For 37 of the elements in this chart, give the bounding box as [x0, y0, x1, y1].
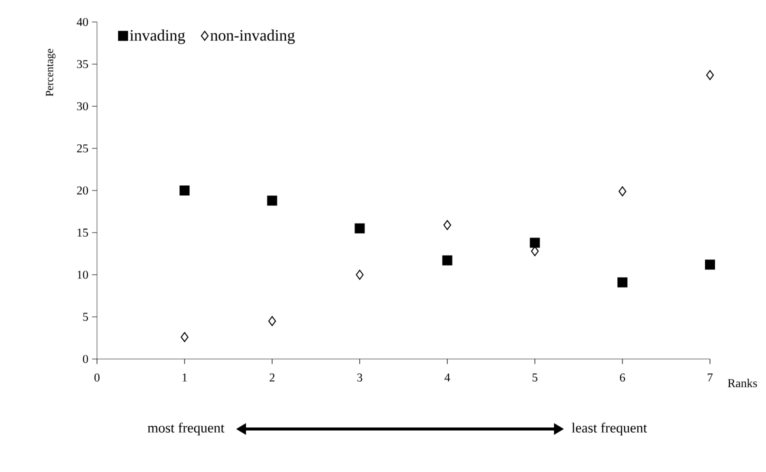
point	[706, 70, 714, 80]
legend-label: invading	[130, 30, 186, 44]
x-tick-label: 5	[532, 374, 538, 382]
text: least frequent	[572, 422, 647, 436]
legend-label: non-invading	[210, 30, 295, 44]
point	[442, 255, 452, 266]
point	[267, 196, 278, 206]
x-axis-title: Ranks	[728, 378, 757, 388]
point	[617, 277, 628, 288]
y-tick-label: 10	[78, 270, 88, 279]
y-tick-label: 5	[83, 312, 88, 321]
x-tick-label: 7	[708, 374, 713, 382]
x-tick-label: 1	[182, 374, 187, 382]
y-tick-label: 15	[78, 228, 88, 237]
x-tick-label: 0	[94, 374, 100, 382]
point	[268, 316, 276, 326]
x-tick-label: 3	[357, 374, 362, 382]
point	[530, 238, 540, 248]
x-tick-label: 6	[620, 374, 626, 382]
y-axis-title: Percentage	[46, 48, 56, 96]
point	[705, 260, 716, 270]
point	[443, 220, 452, 230]
text: most frequent	[148, 422, 224, 436]
y-tick-label: 35	[77, 60, 88, 68]
point	[354, 223, 365, 234]
point	[356, 270, 364, 280]
x-tick-label: 4	[444, 374, 450, 382]
point	[530, 246, 539, 256]
point	[180, 332, 188, 342]
point	[180, 185, 190, 196]
x-tick-label: 2	[270, 374, 274, 382]
y-tick-label: 20	[77, 186, 88, 195]
point	[618, 186, 626, 196]
y-tick-label: 30	[77, 102, 88, 110]
y-tick-label: 0	[82, 354, 88, 364]
y-tick-label: 25	[77, 144, 88, 152]
y-tick-label: 40	[76, 18, 88, 26]
